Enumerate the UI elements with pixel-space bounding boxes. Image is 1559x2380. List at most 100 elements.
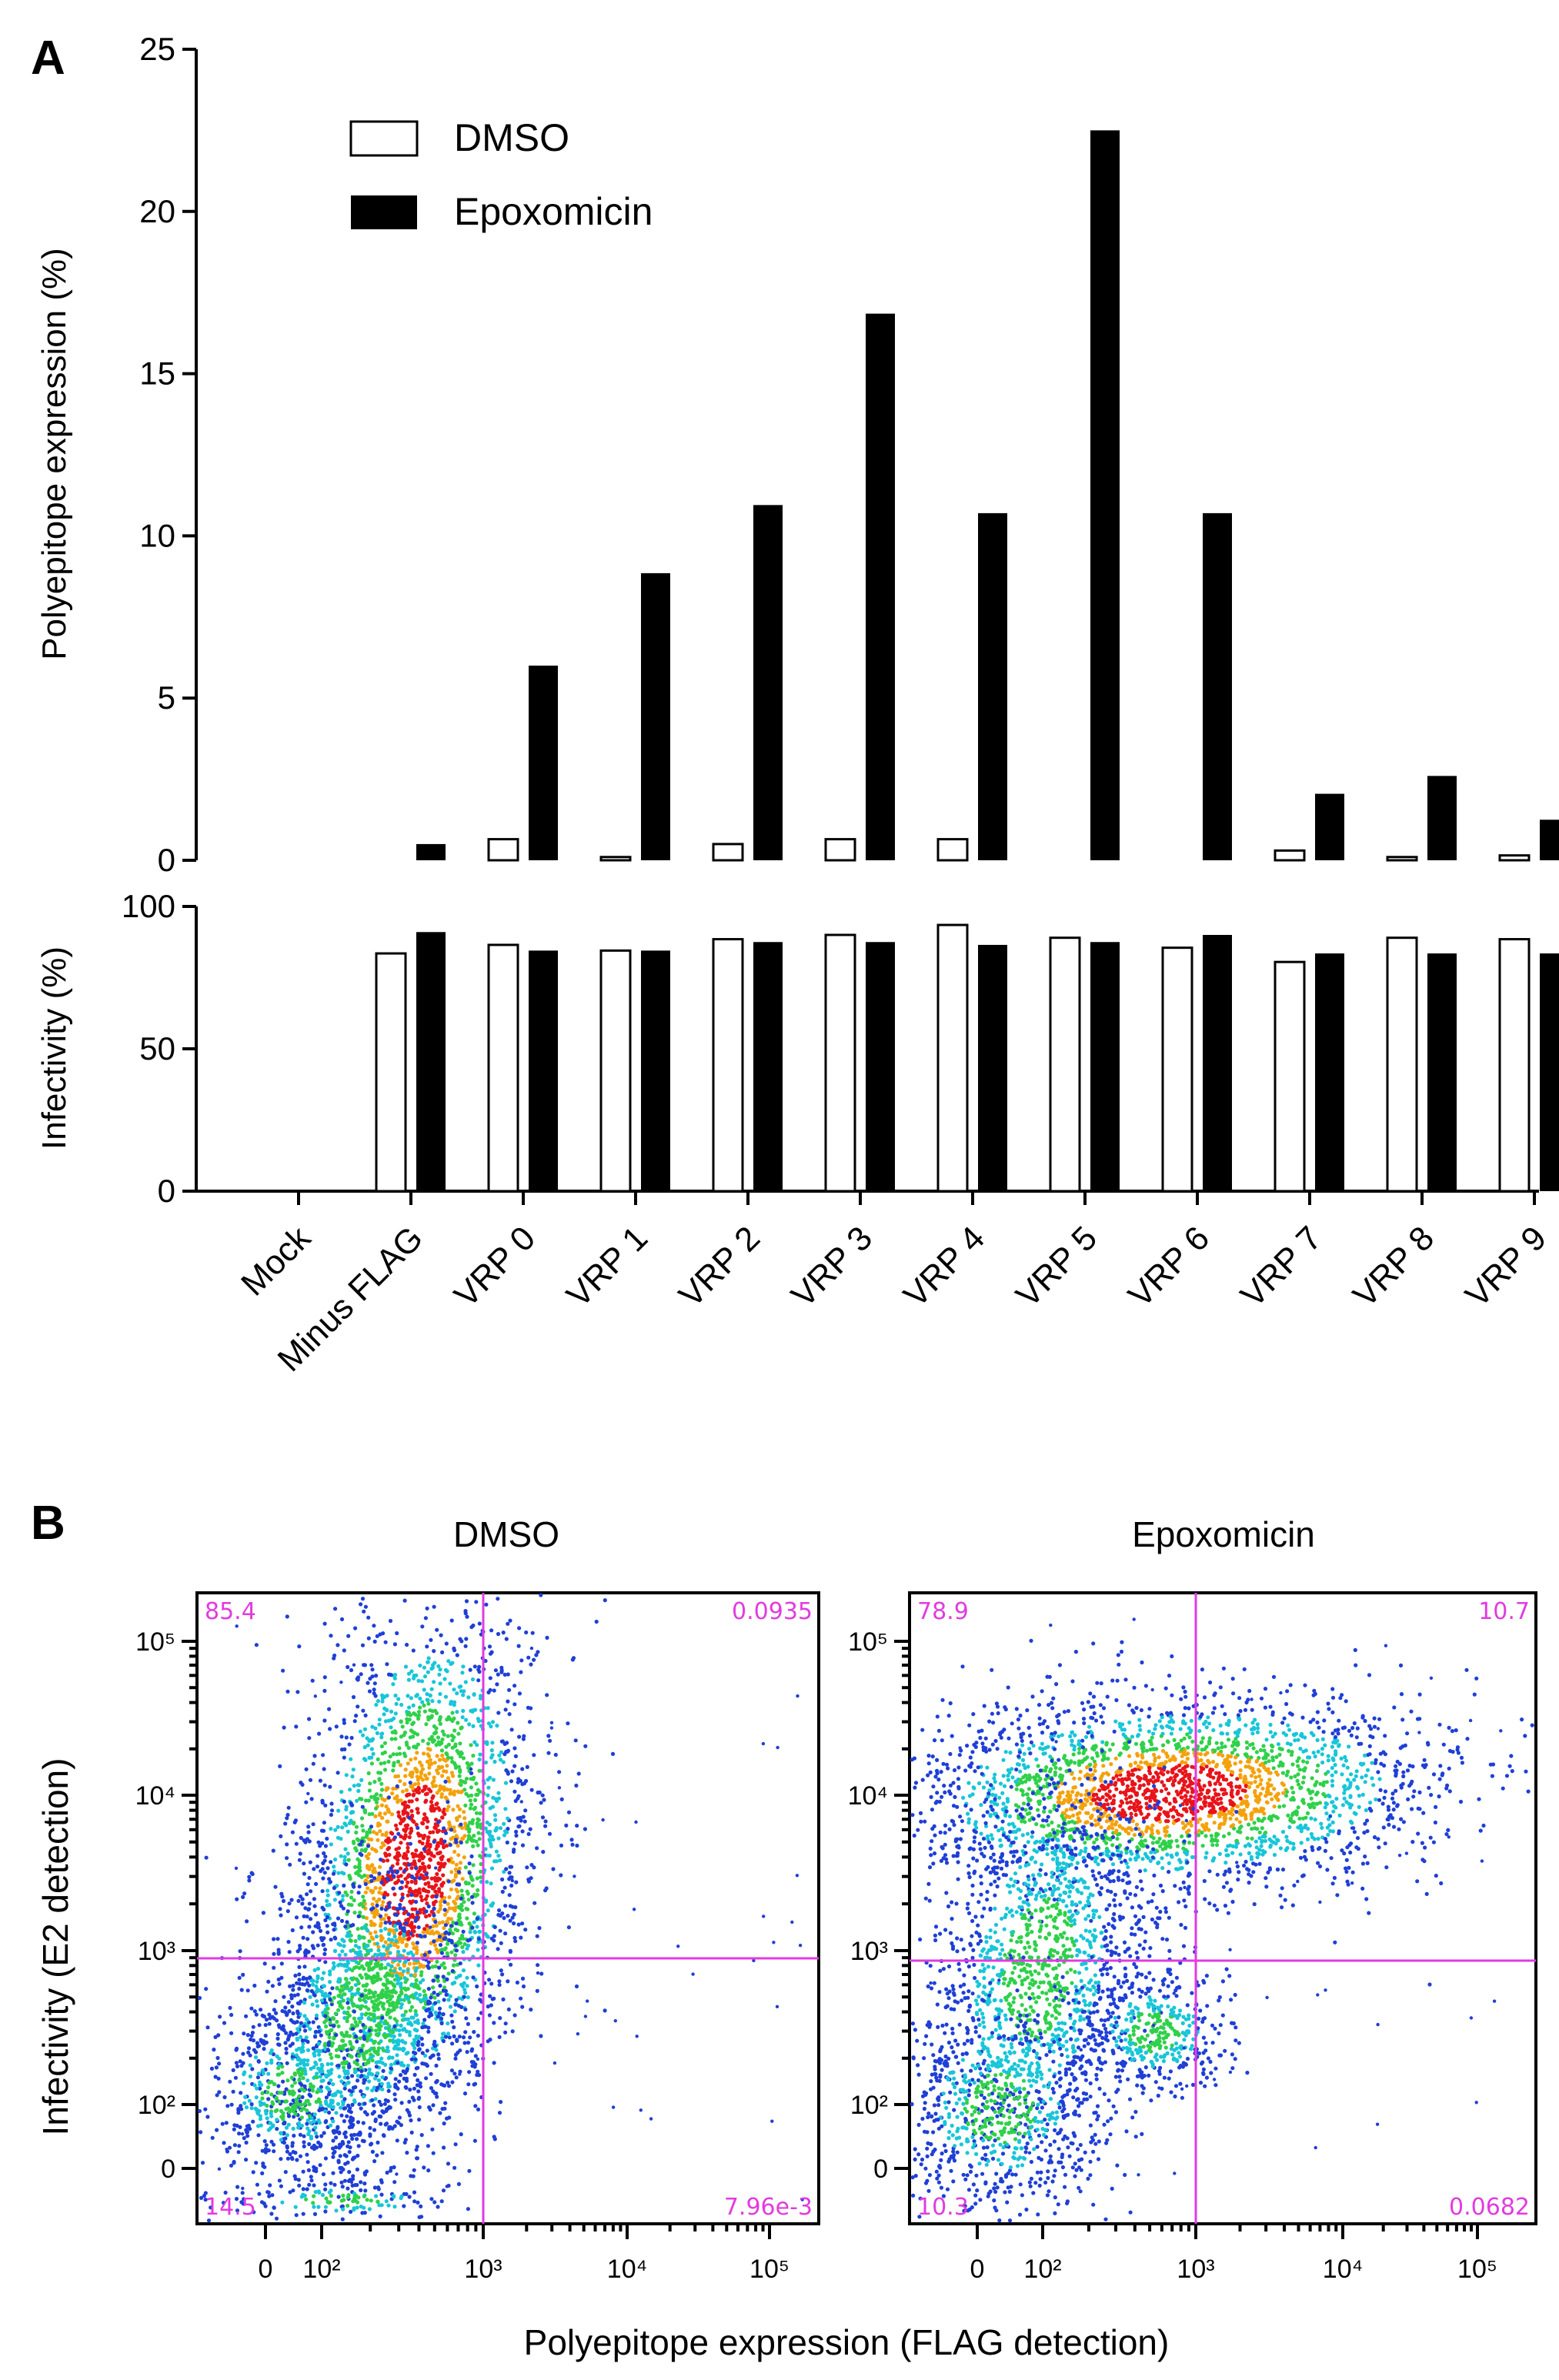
dmso-event-dot [274, 2011, 279, 2015]
dmso-event-dot [204, 1987, 209, 1991]
dmso-event-dot [414, 1822, 419, 1827]
dmso-event-dot [383, 2075, 389, 2081]
dmso-event-dot [292, 1993, 297, 1998]
dmso-event-dot [447, 1938, 452, 1943]
dmso-event-dot [459, 1639, 464, 1644]
dmso-event-dot [540, 1793, 545, 1798]
dmso-event-dot [368, 2134, 372, 2138]
dmso-event-dot [436, 1992, 440, 1997]
dmso-event-dot [379, 1803, 384, 1808]
epoxomicin-event-dot [1073, 1761, 1077, 1765]
dmso-event-dot [380, 1699, 385, 1704]
epoxomicin-event-dot [1327, 1707, 1331, 1711]
dmso-event-dot [443, 1694, 449, 1699]
epoxomicin-event-dot [1406, 1797, 1410, 1801]
dmso-event-dot [327, 2110, 332, 2115]
dmso-event-dot [436, 2052, 441, 2057]
dmso-event-dot [348, 2053, 352, 2058]
dmso-event-dot [508, 1618, 512, 1623]
dmso-event-dot [280, 2065, 285, 2069]
dmso-event-dot [536, 1971, 540, 1975]
dmso-event-dot [499, 1670, 504, 1674]
dmso-event-dot [299, 2049, 304, 2054]
dmso-event-dot [433, 1964, 438, 1969]
dmso-event-dot [330, 2098, 335, 2103]
dmso-event-dot [324, 2095, 329, 2100]
expression-y-tick-label: 15 [139, 355, 175, 392]
dmso-event-dot [317, 2029, 322, 2034]
dmso-event-dot [450, 1745, 455, 1750]
dmso-event-dot [434, 2048, 439, 2052]
dmso-event-dot [336, 1808, 341, 1813]
dmso-event-dot [240, 2191, 245, 2195]
dmso-event-dot [341, 1894, 346, 1898]
dmso-event-dot [426, 1848, 432, 1852]
flow-x-label: Polyepitope expression (FLAG detection) [524, 2322, 1170, 2362]
dmso-event-dot [483, 1760, 489, 1765]
dmso-event-dot [232, 2143, 237, 2148]
dmso-event-dot [409, 2022, 414, 2028]
dmso-event-dot [425, 1791, 429, 1796]
dmso-event-dot [342, 2034, 346, 2038]
dmso-event-dot [335, 1985, 339, 1990]
dmso-event-dot [379, 1906, 384, 1911]
dmso-event-dot [440, 1854, 445, 1859]
dmso-event-dot [411, 1786, 416, 1791]
dmso-event-dot [411, 1703, 416, 1707]
dmso-event-dot [396, 1759, 401, 1764]
dmso-event-dot [557, 1770, 562, 1774]
dmso-event-dot [461, 1664, 466, 1669]
dmso-event-dot [488, 1838, 492, 1842]
dmso-event-dot [383, 1851, 388, 1856]
dmso-event-dot [364, 1798, 369, 1803]
dmso-event-dot [366, 2060, 371, 2065]
dmso-event-dot [611, 2105, 616, 2109]
dmso-event-dot [266, 2071, 271, 2076]
dmso-event-dot [506, 1771, 511, 1776]
dmso-event-dot [388, 1838, 392, 1844]
dmso-event-dot [469, 1767, 473, 1771]
dmso-event-dot [383, 1940, 388, 1944]
dmso-event-dot [376, 1771, 381, 1775]
dmso-event-dot [329, 1938, 333, 1942]
dmso-event-dot [292, 2103, 297, 2108]
dmso-event-dot [392, 2008, 396, 2012]
dmso-event-dot [338, 1988, 342, 1993]
dmso-event-dot [536, 1650, 540, 1654]
dmso-event-dot [412, 1673, 416, 1678]
dmso-event-dot [420, 2051, 425, 2055]
dmso-event-dot [409, 1892, 414, 1898]
epoxomicin-event-dot [1197, 1778, 1201, 1783]
dmso-event-dot [462, 1810, 466, 1814]
dmso-event-dot [383, 1908, 388, 1912]
dmso-event-dot [384, 2108, 389, 2113]
dmso-event-dot [244, 2014, 249, 2018]
dmso-event-dot [352, 1784, 356, 1788]
dmso-event-dot [416, 1781, 421, 1786]
dmso-event-dot [341, 2038, 346, 2043]
dmso-event-dot [410, 1813, 415, 1818]
dmso-event-dot [433, 1889, 438, 1894]
dmso-event-dot [516, 1644, 521, 1648]
epoxomicin-event-dot [1372, 1835, 1377, 1840]
dmso-event-dot [323, 1960, 328, 1964]
dmso-event-dot [594, 1619, 599, 1624]
dmso-event-dot [313, 2131, 318, 2135]
dmso-event-dot [372, 1639, 377, 1644]
dmso-event-dot [390, 1938, 395, 1942]
dmso-event-dot [324, 2024, 329, 2029]
dmso-event-dot [370, 1667, 375, 1672]
dmso-event-dot [343, 1847, 348, 1851]
dmso-event-dot [512, 1764, 517, 1768]
dmso-event-dot [421, 1821, 426, 1826]
dmso-event-dot [352, 1898, 356, 1903]
dmso-event-dot [356, 1990, 360, 1994]
dmso-event-dot [292, 1820, 297, 1824]
dmso-event-dot [506, 1621, 510, 1626]
dmso-event-dot [476, 1963, 481, 1968]
epoxomicin-event-dot [1018, 1713, 1023, 1718]
dmso-event-dot [305, 1882, 310, 1887]
dmso-event-dot [289, 1993, 294, 1998]
dmso-event-dot [435, 1959, 439, 1964]
dmso-event-dot [438, 1681, 442, 1686]
